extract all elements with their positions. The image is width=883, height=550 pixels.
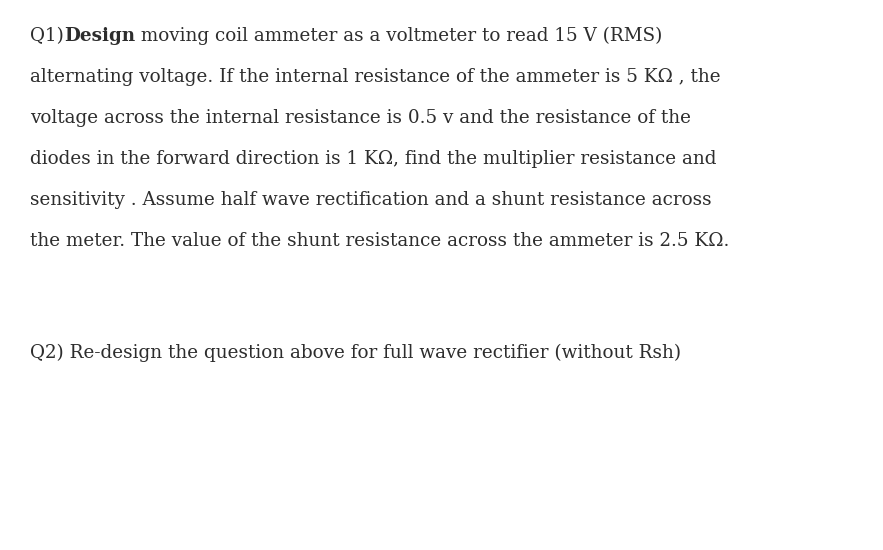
Text: moving coil ammeter as a voltmeter to read 15 V (RMS): moving coil ammeter as a voltmeter to re…: [135, 27, 662, 45]
Text: voltage across the internal resistance is 0.5 v and the resistance of the: voltage across the internal resistance i…: [30, 109, 691, 127]
Text: Q2) Re-design the question above for full wave rectifier (without Rsh): Q2) Re-design the question above for ful…: [30, 344, 681, 362]
Text: the meter. The value of the shunt resistance across the ammeter is 2.5 KΩ.: the meter. The value of the shunt resist…: [30, 232, 729, 250]
Text: alternating voltage. If the internal resistance of the ammeter is 5 KΩ , the: alternating voltage. If the internal res…: [30, 68, 721, 86]
Text: Q1): Q1): [30, 27, 64, 45]
Text: diodes in the forward direction is 1 KΩ, find the multiplier resistance and: diodes in the forward direction is 1 KΩ,…: [30, 150, 716, 168]
Text: Design: Design: [64, 27, 135, 45]
Text: sensitivity . Assume half wave rectification and a shunt resistance across: sensitivity . Assume half wave rectifica…: [30, 191, 712, 209]
